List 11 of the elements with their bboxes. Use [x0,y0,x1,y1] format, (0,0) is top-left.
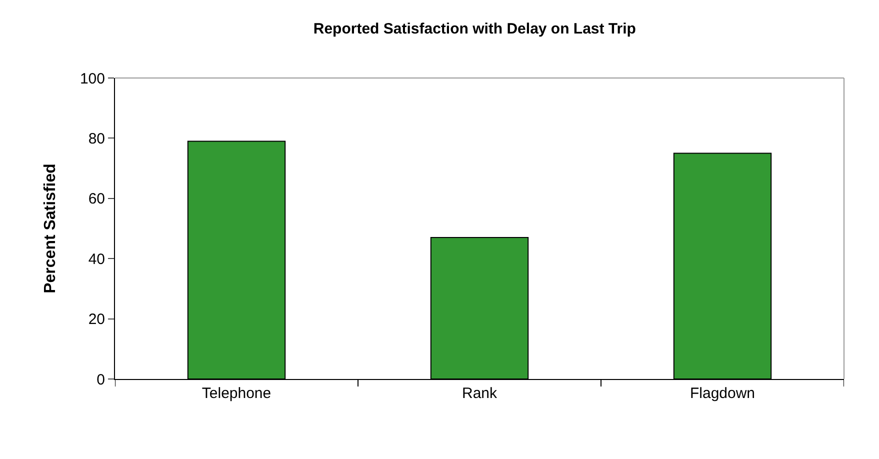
y-tick-label: 20 [88,311,105,328]
x-tick-label: Rank [462,385,498,402]
chart-title: Reported Satisfaction with Delay on Last Trip [313,20,636,38]
y-tick-label: 0 [96,371,105,388]
y-tick-label: 100 [80,70,105,88]
x-tick-label: Telephone [202,385,272,402]
y-tick-label: 80 [88,130,105,148]
y-axis-title: Percent Satisfied [42,164,59,294]
x-tick-label: Flagdown [690,385,756,402]
y-tick-label: 40 [88,250,105,268]
y-tick-label: 60 [88,190,105,208]
